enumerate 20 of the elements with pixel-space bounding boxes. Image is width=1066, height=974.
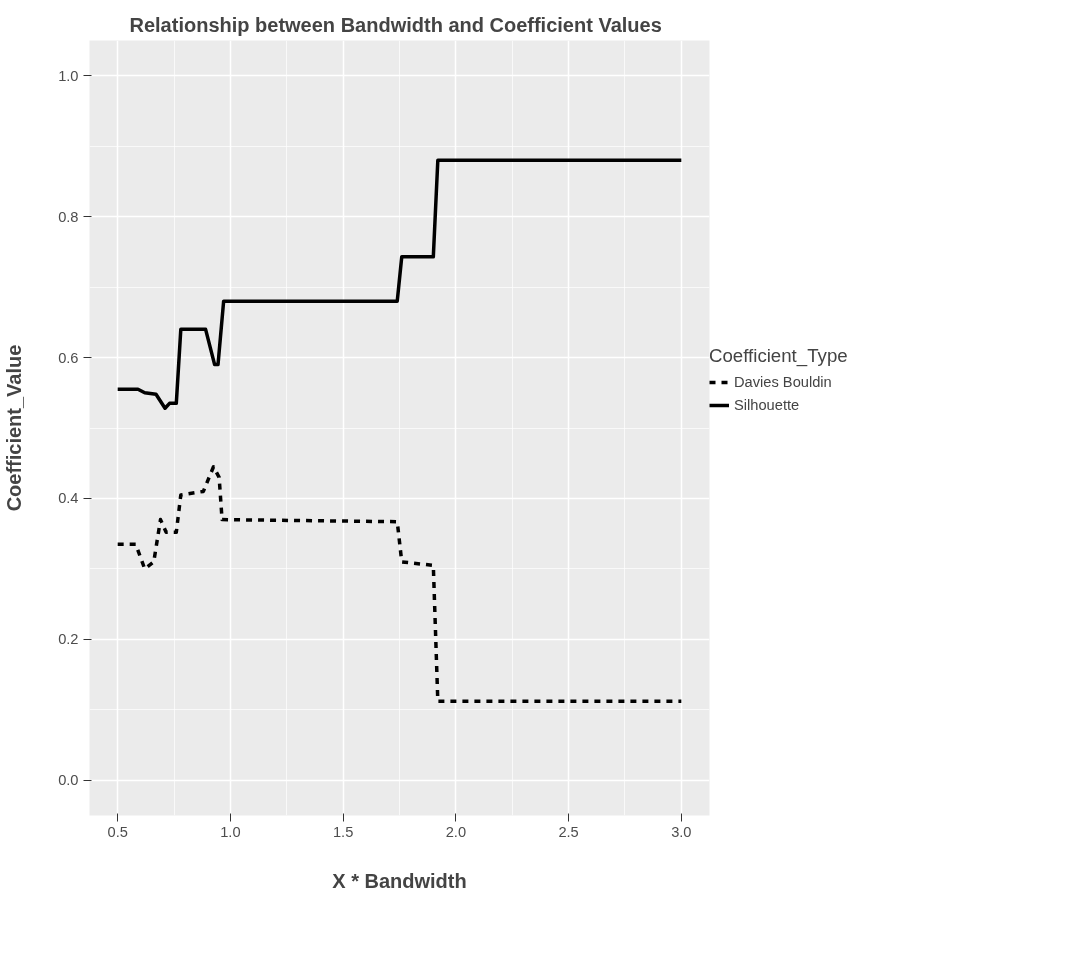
- legend-label: Davies Bouldin: [734, 374, 832, 390]
- legend-label: Silhouette: [734, 397, 800, 413]
- y-axis-title: Coefficient_Value: [3, 344, 26, 512]
- x-tick-label: 2.5: [558, 823, 579, 840]
- chart-title: Relationship between Bandwidth and Coefficient Values: [129, 13, 662, 36]
- y-tick-label: 0.4: [58, 490, 79, 507]
- x-tick-label: 0.5: [107, 823, 128, 840]
- legend-title: Coefficient_Type: [709, 345, 848, 367]
- line-series: [115, 465, 684, 704]
- x-tick-label: 3.0: [671, 823, 692, 840]
- x-axis-title: X * Bandwidth: [332, 869, 467, 892]
- y-tick-label: 0.8: [58, 208, 79, 225]
- x-tick-label: 1.5: [332, 823, 354, 840]
- x-tick-label: 1.0: [220, 823, 241, 840]
- y-tick-label: 0.6: [58, 349, 79, 366]
- x-tick-label: 2.0: [445, 823, 467, 840]
- y-tick-label: 0.0: [58, 772, 79, 789]
- y-tick-label: 0.2: [58, 631, 79, 648]
- line-series: [115, 158, 684, 411]
- y-tick-label: 1.0: [58, 67, 79, 84]
